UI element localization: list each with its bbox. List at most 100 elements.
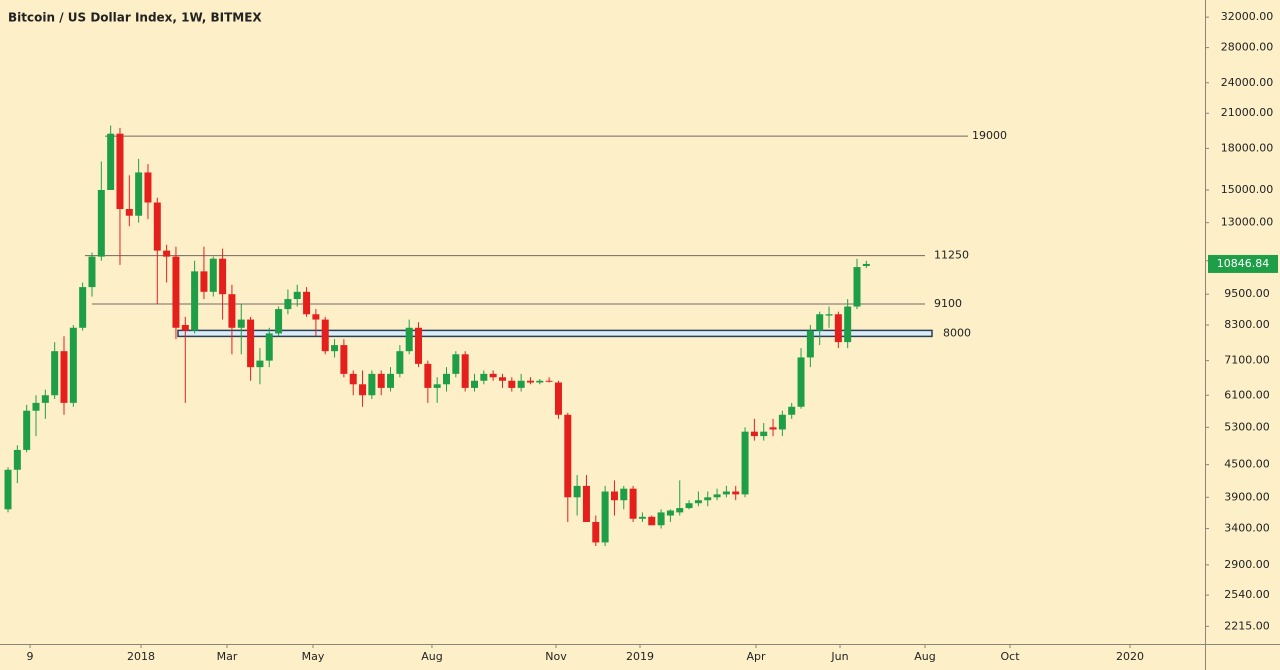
y-tick-label: 7100.00 bbox=[1224, 354, 1270, 367]
candle-body bbox=[312, 314, 320, 320]
candle-body bbox=[834, 314, 842, 343]
candle-body bbox=[498, 377, 506, 381]
candle-body bbox=[41, 395, 49, 403]
candle-body bbox=[284, 299, 292, 310]
candle-body bbox=[508, 380, 516, 388]
candle-body bbox=[732, 491, 740, 495]
candle-body bbox=[191, 271, 199, 331]
candle-body bbox=[517, 380, 525, 388]
candle-body bbox=[620, 488, 628, 501]
candle-body bbox=[433, 384, 441, 388]
candle-body bbox=[219, 258, 227, 295]
candle-body bbox=[461, 354, 469, 388]
candle-body bbox=[387, 373, 395, 388]
candle-body bbox=[116, 133, 124, 210]
x-tick-label: 2018 bbox=[127, 650, 155, 663]
candle-body bbox=[657, 512, 665, 526]
x-tick-label: Nov bbox=[545, 650, 567, 663]
candle-body bbox=[648, 516, 656, 526]
candle-body bbox=[526, 380, 534, 383]
candle-body bbox=[545, 380, 553, 382]
y-tick-label: 28000.00 bbox=[1221, 41, 1274, 54]
candle-body bbox=[452, 354, 460, 374]
candle-body bbox=[181, 324, 189, 331]
x-tick-label: 9 bbox=[27, 650, 34, 663]
candle-body bbox=[862, 263, 870, 266]
candle-body bbox=[629, 488, 637, 519]
candle-body bbox=[704, 497, 712, 501]
candle-body bbox=[97, 190, 105, 257]
candle-body bbox=[153, 202, 161, 251]
candle-body bbox=[135, 172, 143, 216]
candle-body bbox=[443, 373, 451, 385]
candle-body bbox=[228, 294, 236, 328]
candle-body bbox=[321, 319, 329, 352]
candle-body bbox=[536, 380, 544, 383]
candle-body bbox=[88, 256, 96, 288]
candle-body bbox=[396, 351, 404, 374]
y-tick-label: 13000.00 bbox=[1221, 216, 1274, 229]
x-tick-label: 2019 bbox=[626, 650, 654, 663]
candle-body bbox=[470, 380, 478, 388]
candle-body bbox=[424, 363, 432, 388]
price-tag bbox=[1208, 254, 1278, 273]
candle-body bbox=[638, 516, 646, 519]
y-tick-label: 8300.00 bbox=[1224, 318, 1270, 331]
y-tick-label: 2540.00 bbox=[1224, 588, 1270, 601]
candle-body bbox=[107, 133, 115, 191]
candle-body bbox=[349, 373, 357, 385]
candle-body bbox=[806, 330, 814, 358]
candle-body bbox=[23, 410, 31, 450]
candle-body bbox=[666, 510, 674, 516]
candle-body bbox=[303, 291, 311, 315]
candle-body bbox=[610, 491, 618, 501]
candle-body bbox=[79, 287, 87, 328]
level-label: 19000 bbox=[972, 129, 1007, 142]
y-tick-label: 21000.00 bbox=[1221, 106, 1274, 119]
candle-body bbox=[265, 333, 273, 361]
candle-body bbox=[592, 521, 600, 543]
candle-body bbox=[778, 414, 786, 430]
candle-body bbox=[722, 491, 730, 495]
candle-body bbox=[256, 360, 264, 368]
candle-body bbox=[237, 319, 245, 328]
candle-body bbox=[676, 508, 684, 513]
x-tick-label: Apr bbox=[746, 650, 766, 663]
x-tick-label: Aug bbox=[421, 650, 442, 663]
candle-body bbox=[825, 314, 833, 316]
candle-body bbox=[125, 209, 133, 216]
y-tick-label: 2900.00 bbox=[1224, 558, 1270, 571]
candle-body bbox=[816, 314, 824, 331]
candle-body bbox=[4, 469, 12, 510]
candle-body bbox=[172, 256, 180, 328]
level-label: 9100 bbox=[934, 297, 962, 310]
y-tick-label: 3900.00 bbox=[1224, 490, 1270, 503]
candle-body bbox=[573, 485, 581, 498]
candle-body bbox=[554, 382, 562, 415]
candle-body bbox=[51, 351, 59, 396]
y-tick-label: 9500.00 bbox=[1224, 287, 1270, 300]
candle-body bbox=[797, 357, 805, 407]
candle-body bbox=[209, 258, 217, 292]
candle-body bbox=[359, 384, 367, 396]
candle-body bbox=[69, 327, 77, 403]
candle-body bbox=[331, 345, 339, 352]
candle-body bbox=[200, 271, 208, 292]
x-tick-label: 2020 bbox=[1116, 650, 1144, 663]
candle-body bbox=[247, 319, 255, 368]
candle-body bbox=[694, 500, 702, 504]
candle-body bbox=[582, 485, 590, 522]
chart-title: Bitcoin / US Dollar Index, 1W, BITMEX bbox=[8, 11, 262, 25]
candle-body bbox=[275, 309, 283, 334]
zone bbox=[177, 329, 933, 338]
x-tick-label: May bbox=[302, 650, 325, 663]
y-tick-label: 3400.00 bbox=[1224, 522, 1270, 535]
candle-body bbox=[601, 491, 609, 543]
candle-body bbox=[60, 351, 68, 403]
y-tick-label: 24000.00 bbox=[1221, 76, 1274, 89]
y-tick-label: 15000.00 bbox=[1221, 183, 1274, 196]
x-tick-label: Oct bbox=[1000, 650, 1020, 663]
y-tick-label: 4500.00 bbox=[1224, 458, 1270, 471]
candle-body bbox=[685, 503, 693, 509]
